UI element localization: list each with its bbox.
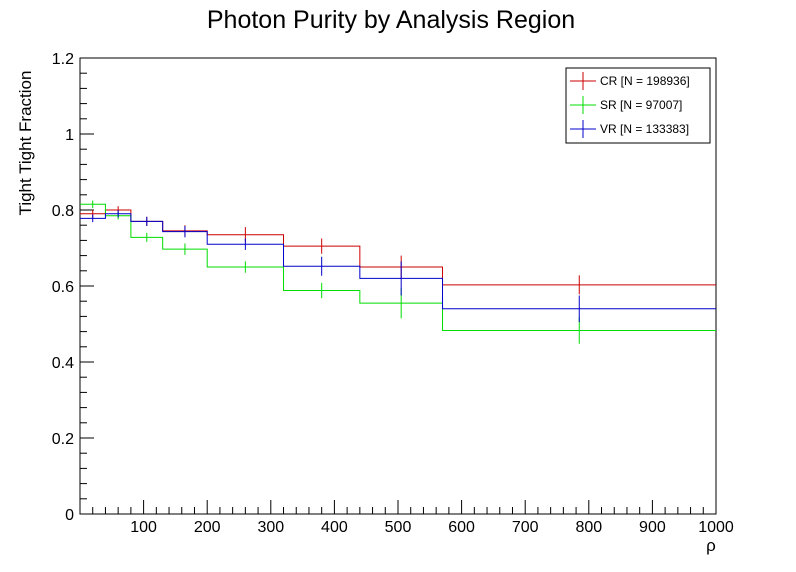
x-tick-label: 500 xyxy=(385,519,412,536)
y-axis-label: Tight Tight Fraction xyxy=(16,71,35,216)
series-layer xyxy=(80,200,716,344)
x-tick-label: 900 xyxy=(639,519,666,536)
x-tick-label: 600 xyxy=(448,519,475,536)
y-tick-label: 1 xyxy=(65,127,74,144)
legend: CR [N = 198936] SR [N = 97007] VR [N = 133… xyxy=(565,67,711,144)
series-step-line xyxy=(80,209,716,286)
series-1 xyxy=(80,200,716,344)
legend-label: SR [N = 97007] xyxy=(600,98,682,112)
y-tick-label: 0.6 xyxy=(52,279,74,296)
y-tick-label: 0 xyxy=(65,507,74,524)
x-tick-label: 100 xyxy=(130,519,157,536)
y-tick-label: 0.2 xyxy=(52,431,74,448)
legend-label: CR [N = 198936] xyxy=(600,74,690,88)
x-tick-label: 800 xyxy=(575,519,602,536)
x-tick-label: 300 xyxy=(257,519,284,536)
x-tick-label: 400 xyxy=(321,519,348,536)
x-tick-label: 700 xyxy=(512,519,539,536)
legend-entry: CR [N = 198936] xyxy=(570,72,690,90)
axis-ticks xyxy=(79,57,717,515)
axis-tick-labels: 100 200 300 400 500 600 700 800 900 1000 0 0.2 0.4 0.… xyxy=(52,51,734,536)
series-2 xyxy=(80,210,716,323)
legend-entry: SR [N = 97007] xyxy=(570,96,682,114)
legend-entry: VR [N = 133383] xyxy=(570,120,689,138)
legend-label: VR [N = 133383] xyxy=(600,122,689,136)
x-tick-label: 1000 xyxy=(698,519,734,536)
x-axis-label: ρ xyxy=(706,536,716,555)
series-step-line xyxy=(80,213,716,310)
x-tick-label: 200 xyxy=(194,519,221,536)
y-tick-label: 0.8 xyxy=(52,203,74,220)
chart-title: Photon Purity by Analysis Region xyxy=(207,6,575,34)
y-tick-label: 1.2 xyxy=(52,51,74,68)
series-0 xyxy=(80,206,716,295)
y-tick-label: 0.4 xyxy=(52,355,74,372)
